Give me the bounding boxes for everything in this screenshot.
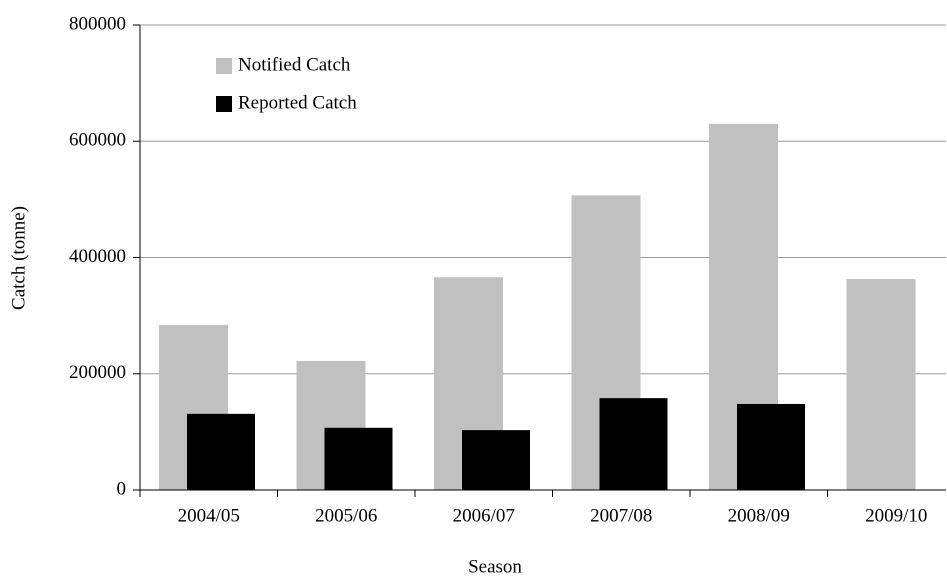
y-tick-label: 800000 — [69, 13, 126, 34]
x-tick-label: 2005/06 — [315, 505, 377, 526]
y-tick-label: 0 — [117, 478, 127, 499]
x-tick-label: 2009/10 — [865, 505, 927, 526]
x-axis-label: Season — [468, 556, 522, 577]
bar — [187, 413, 255, 490]
legend-label: Notified Catch — [238, 54, 351, 75]
bar — [846, 279, 916, 490]
legend-swatch — [216, 58, 232, 74]
bar — [737, 403, 805, 490]
legend-label: Reported Catch — [238, 92, 357, 113]
y-tick-label: 400000 — [69, 246, 126, 267]
bar — [324, 427, 393, 490]
x-tick-label: 2004/05 — [178, 505, 240, 526]
x-tick-label: 2007/08 — [590, 505, 652, 526]
bar — [462, 430, 530, 490]
y-axis-label: Catch (tonne) — [8, 206, 29, 310]
legend-swatch — [216, 96, 232, 112]
bar — [599, 398, 668, 490]
y-tick-label: 200000 — [69, 362, 126, 383]
x-tick-label: 2008/09 — [728, 505, 790, 526]
y-tick-label: 600000 — [69, 130, 126, 151]
x-tick-label: 2006/07 — [453, 505, 515, 526]
